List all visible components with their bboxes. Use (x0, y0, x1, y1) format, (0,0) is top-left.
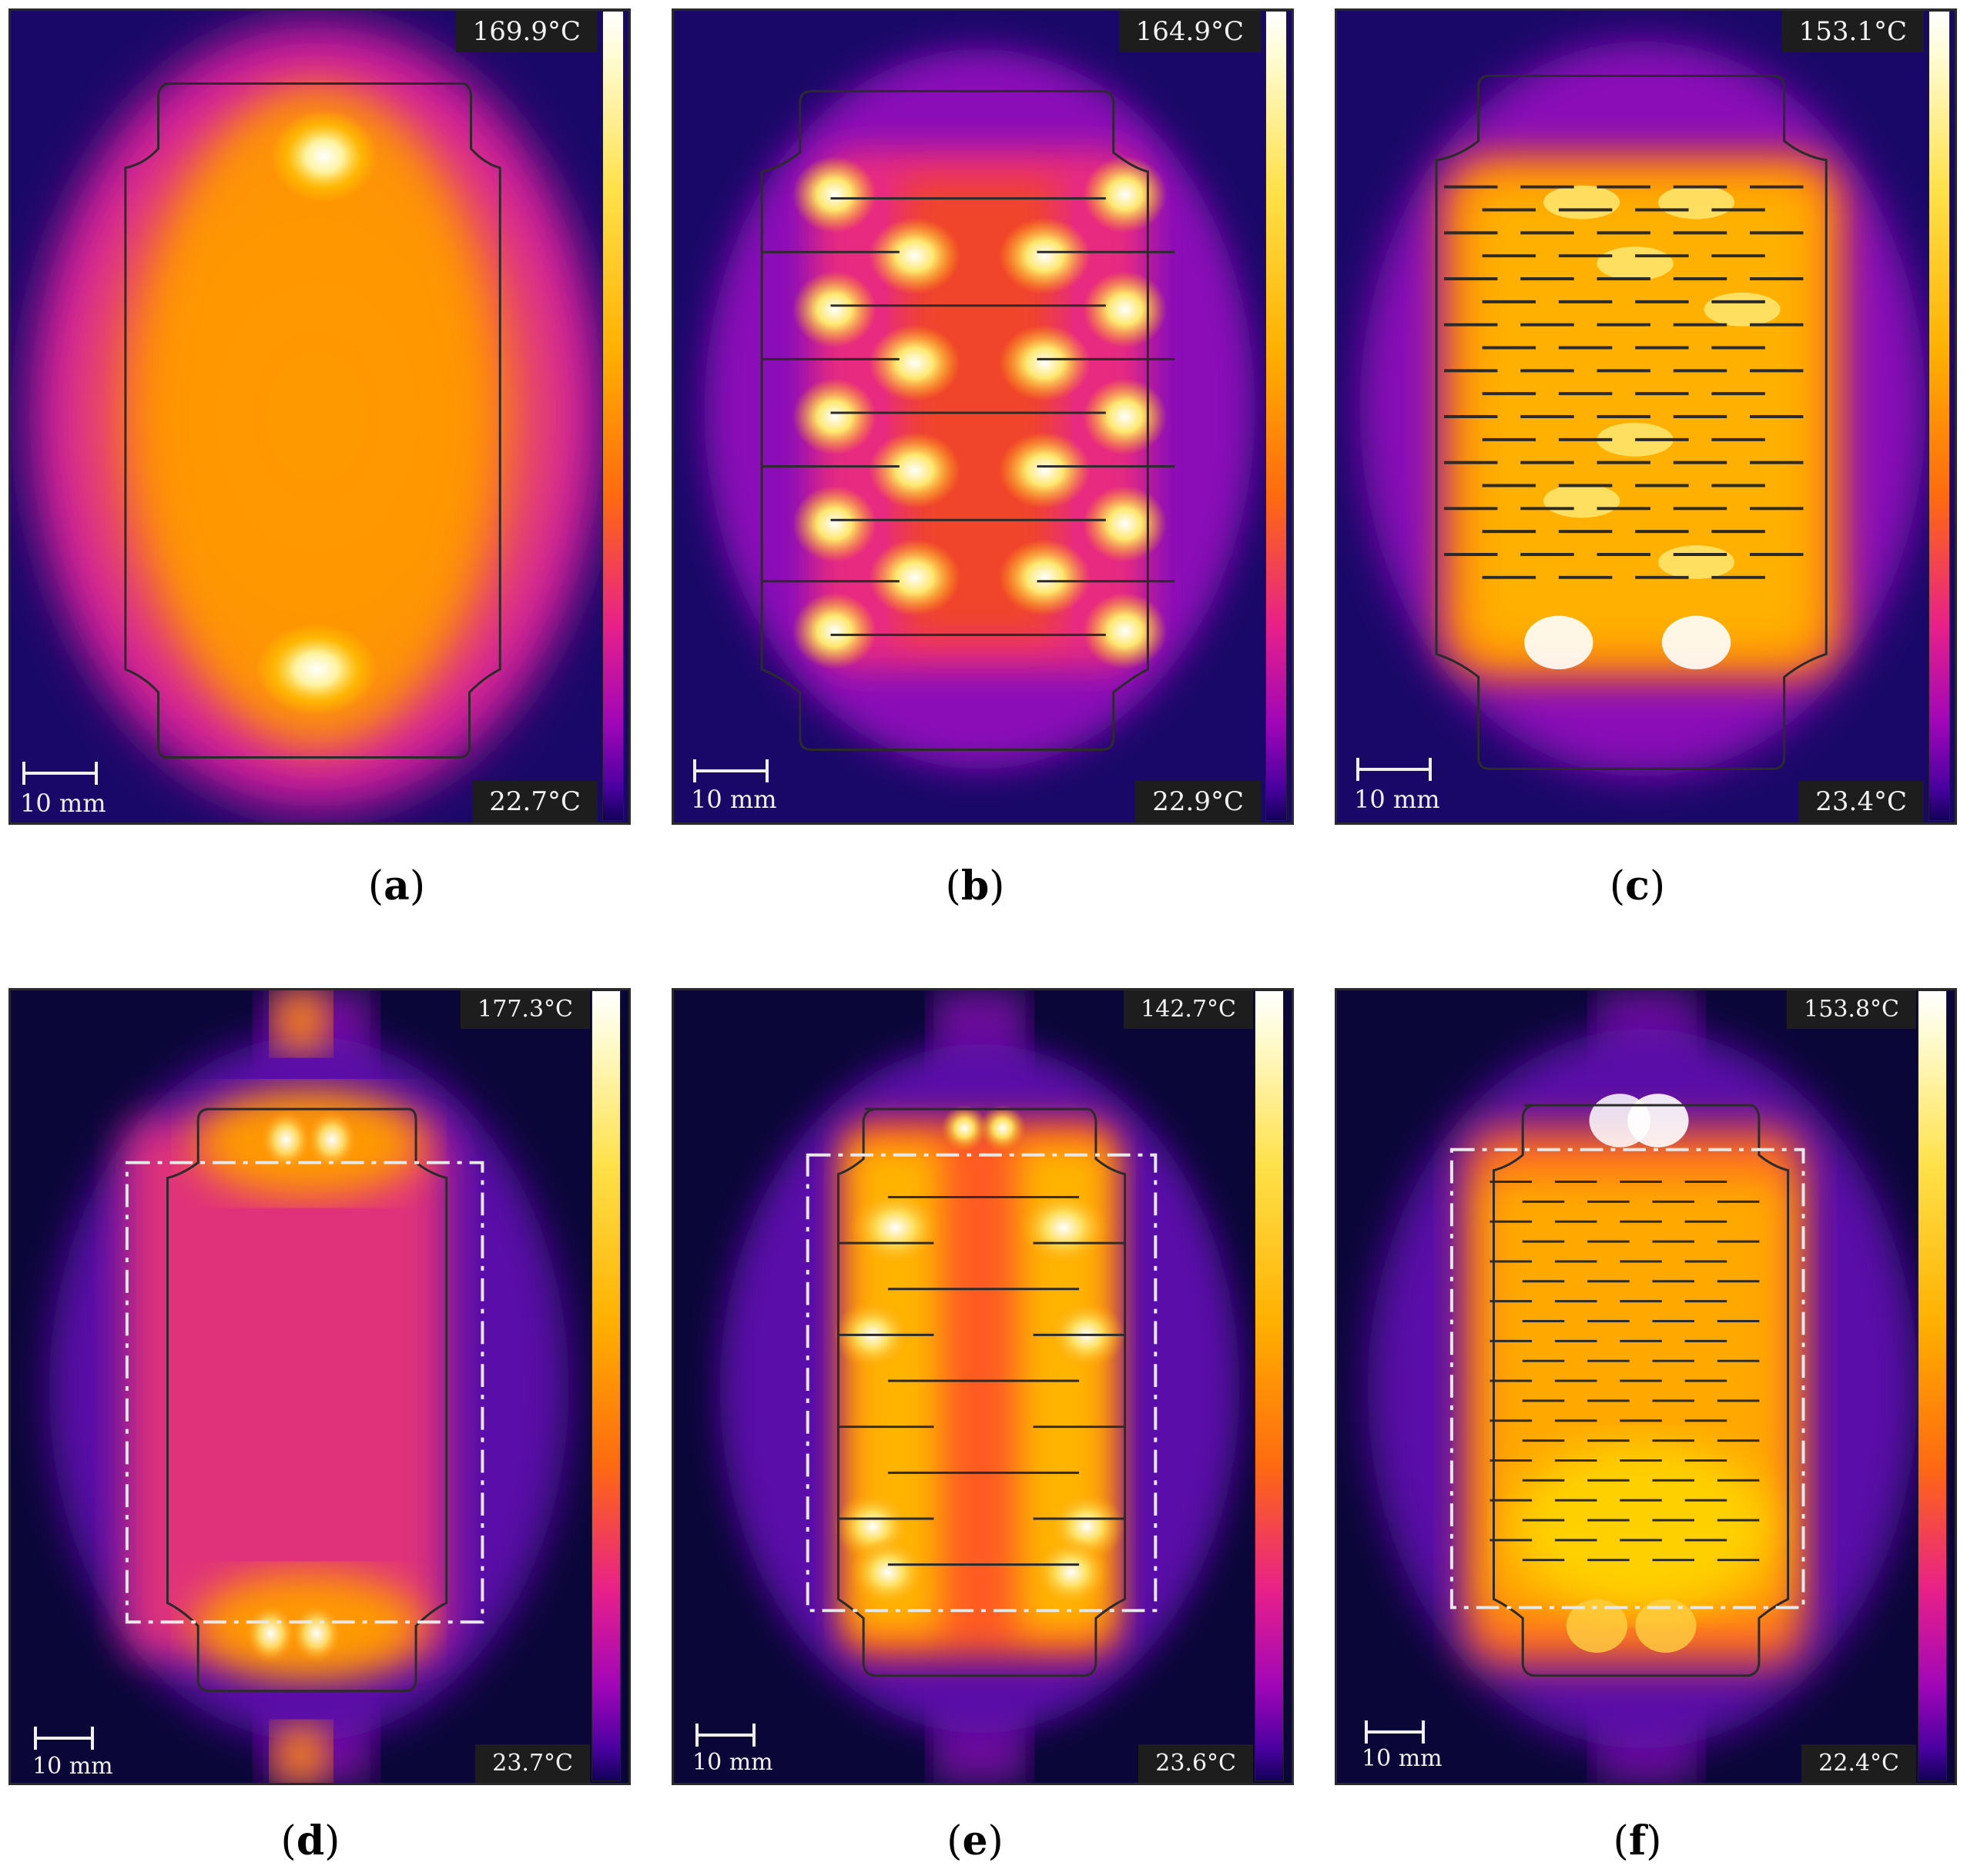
max-temp-label: 164.9°C (1118, 11, 1261, 52)
scale-label: 10 mm (692, 1749, 773, 1776)
thermal-panel-d: 177.3°C 23.7°C 10 mm (8, 988, 631, 1785)
color-scale-bar (1918, 990, 1947, 1781)
thermal-image-b (674, 11, 1292, 822)
color-scale-bar (1265, 11, 1287, 821)
panel-caption-b: (b) (945, 863, 1005, 910)
thermal-panel-a: 169.9°C 22.7°C 10 mm (8, 8, 631, 825)
scale-label: 10 mm (691, 785, 777, 814)
max-temp-label: 169.9°C (455, 11, 598, 52)
scale-label: 10 mm (1354, 785, 1440, 814)
min-temp-label: 23.4°C (1798, 781, 1924, 822)
max-temp-label: 142.7°C (1124, 990, 1253, 1029)
scale-bar (693, 759, 769, 782)
color-scale-bar (591, 990, 621, 1781)
panel-caption-a: (a) (367, 863, 426, 910)
scale-label: 10 mm (32, 1753, 113, 1780)
max-temp-label: 153.8°C (1787, 990, 1916, 1029)
panel-caption-c: (c) (1609, 863, 1666, 910)
color-scale-bar (1255, 990, 1284, 1781)
color-scale-bar (1928, 11, 1950, 821)
scale-label: 10 mm (1362, 1745, 1443, 1772)
scale-bar (22, 762, 98, 785)
panel-caption-e: (e) (947, 1817, 1004, 1864)
min-temp-label: 22.9°C (1135, 781, 1261, 822)
scale-bar (1356, 758, 1432, 781)
thermal-image-f (1337, 990, 1955, 1783)
min-temp-label: 23.7°C (475, 1744, 590, 1783)
scale-bar (1365, 1720, 1425, 1744)
thermal-panel-c: 153.1°C 23.4°C 10 mm (1335, 8, 1957, 825)
scale-label: 10 mm (20, 789, 106, 818)
max-temp-label: 177.3°C (461, 990, 590, 1029)
thermal-image-e (674, 990, 1292, 1783)
scale-bar (695, 1724, 756, 1747)
thermal-panel-e: 142.7°C 23.6°C 10 mm (672, 988, 1294, 1785)
thermal-panel-b: 164.9°C 22.9°C 10 mm (672, 8, 1294, 825)
thermal-image-c (1337, 11, 1955, 822)
thermal-panel-f: 153.8°C 22.4°C 10 mm (1335, 988, 1957, 1785)
thermal-image-a (11, 11, 628, 822)
scale-bar (34, 1727, 94, 1750)
min-temp-label: 22.4°C (1801, 1744, 1916, 1783)
panel-caption-d: (d) (280, 1817, 340, 1864)
panel-caption-f: (f) (1613, 1817, 1662, 1864)
min-temp-label: 22.7°C (472, 781, 598, 822)
min-temp-label: 23.6°C (1138, 1744, 1253, 1783)
color-scale-bar (602, 11, 624, 821)
thermal-image-d (11, 990, 628, 1783)
max-temp-label: 153.1°C (1781, 11, 1924, 52)
